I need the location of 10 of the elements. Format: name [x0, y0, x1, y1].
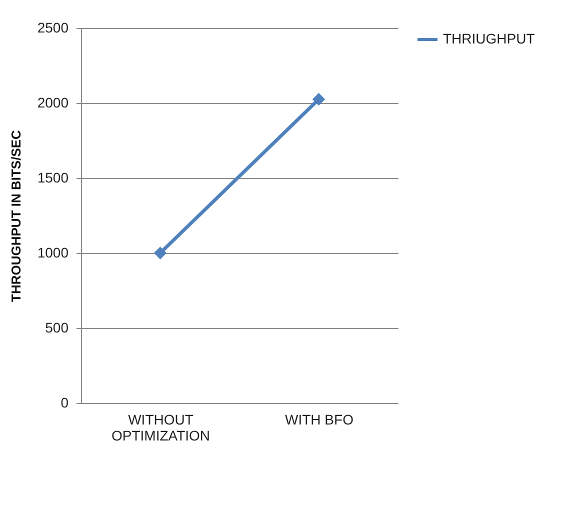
x-tick-label: WITHOUT OPTIMIZATION: [111, 412, 210, 444]
y-tick-label: 0: [60, 394, 69, 410]
y-tick-label: 2000: [37, 94, 69, 110]
y-tick-label: 1000: [37, 244, 69, 260]
y-tick-label: 500: [45, 320, 69, 336]
y-axis-title: THROUGHPUT IN BITS/SEC: [8, 129, 24, 302]
y-tick-label: 1500: [37, 170, 69, 186]
y-tick-label: 2500: [37, 20, 69, 36]
legend-label: THRIUGHPUT: [443, 30, 536, 46]
x-tick-label: WITH BFO: [285, 412, 354, 428]
